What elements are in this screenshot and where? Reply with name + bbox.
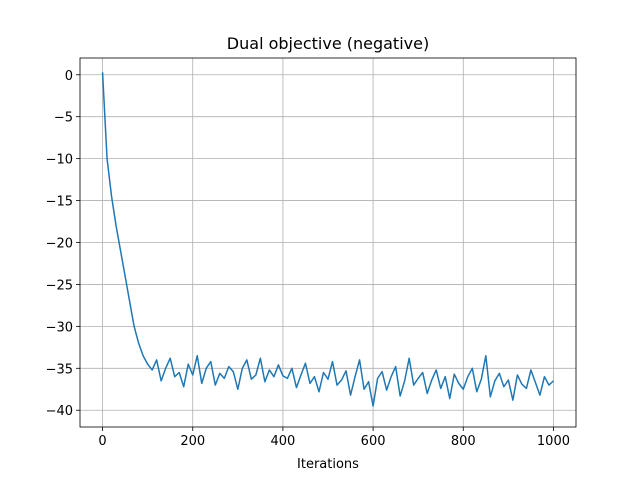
y-tick-label: −20 xyxy=(46,237,73,252)
data-line xyxy=(101,72,554,407)
x-tick-label: 200 xyxy=(180,434,205,449)
y-tick-label: 0 xyxy=(65,69,73,84)
chart-title: Dual objective (negative) xyxy=(227,34,429,53)
y-tick-label: −35 xyxy=(46,362,73,377)
x-tick-label: 1000 xyxy=(537,434,570,449)
x-tick-label: 800 xyxy=(451,434,476,449)
x-tick-label: 600 xyxy=(361,434,386,449)
plot-frame xyxy=(79,57,577,428)
x-tick-label: 400 xyxy=(270,434,295,449)
y-tick-label: −10 xyxy=(46,153,73,168)
y-tick-label: −40 xyxy=(46,404,73,419)
y-tick-label: −30 xyxy=(46,320,73,335)
x-axis-label: Iterations xyxy=(297,457,359,472)
x-tick-label: 0 xyxy=(98,434,106,449)
y-tick-label: −5 xyxy=(54,111,73,126)
y-tick-label: −25 xyxy=(46,278,73,293)
y-tick-label: −15 xyxy=(46,195,73,210)
